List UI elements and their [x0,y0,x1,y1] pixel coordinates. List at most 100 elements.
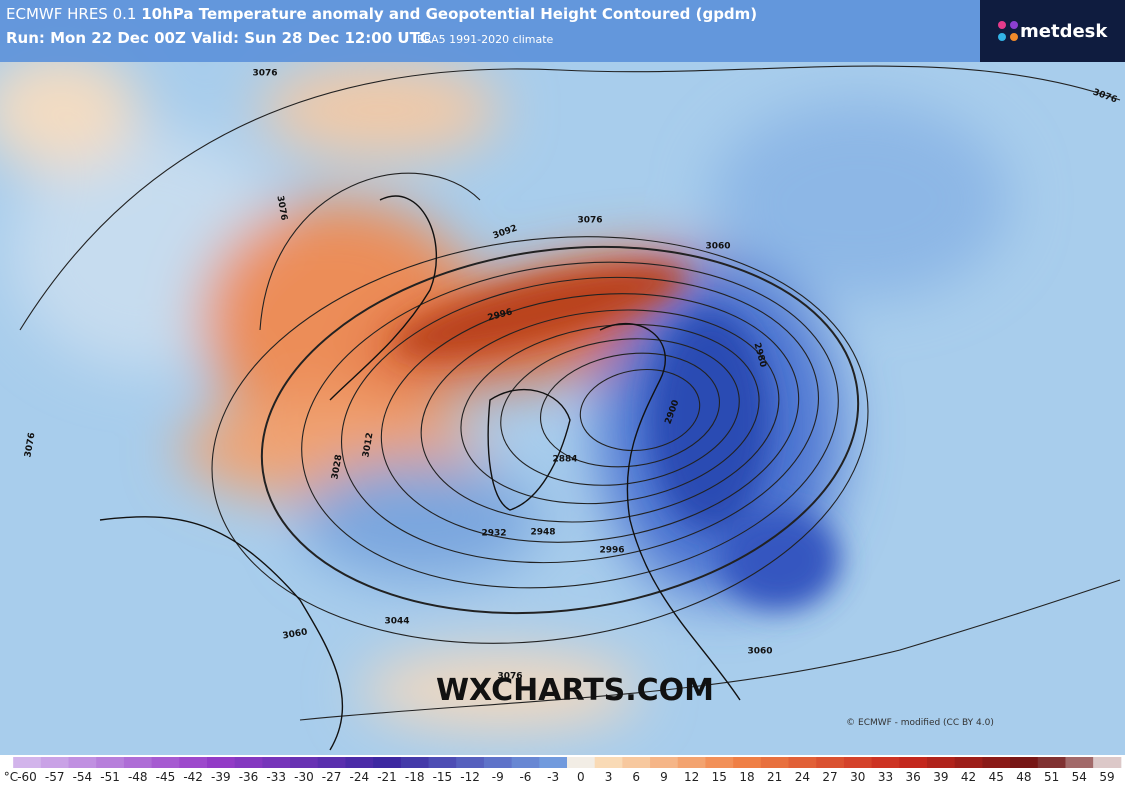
colorbar-swatch [483,757,513,768]
colorbar-tick-label: 33 [878,770,893,784]
colorbar-tick-label: -18 [405,770,425,784]
colorbar-swatch [594,757,623,768]
colorbar-swatch [816,757,845,768]
colorbar-tick-label: -54 [73,770,93,784]
watermark: WXCHARTS.COM [436,673,714,708]
colorbar-swatch [345,757,374,768]
colorbar-swatch [843,757,873,768]
contour-label: 3028 [330,454,344,480]
colorbar-swatch [123,757,153,768]
colorbar-tick-label: -21 [377,770,397,784]
colorbar-tick-label: -48 [128,770,148,784]
climate: ERA5 1991-2020 climate [417,33,554,46]
colorbar-swatch [262,757,291,768]
colorbar-swatch [733,757,762,768]
model: ECMWF HRES 0.1 [6,5,136,23]
header-title: ECMWF HRES 0.1 10hPa Temperature anomaly… [6,5,757,23]
colorbar-tick-label: 9 [660,770,668,784]
contour-label: 2996 [599,546,624,556]
colorbar-tick-label: -12 [460,770,480,784]
colorbar-tick-label: -39 [211,770,231,784]
contour-label: 2884 [552,455,577,465]
colorbar-tick-label: -30 [294,770,314,784]
colorbar-swatch [871,757,900,768]
header: ECMWF HRES 0.1 10hPa Temperature anomaly… [0,0,1125,62]
colorbar-tick-label: 51 [1044,770,1059,784]
contour-label: 3060 [747,647,772,657]
colorbar-swatch [567,757,596,768]
colorbar-swatch [760,757,790,768]
colorbar-tick-label: 12 [684,770,699,784]
colorbar-swatch [13,757,42,768]
colorbar-tick-label: 24 [795,770,810,784]
colorbar-swatch [511,757,540,768]
colorbar-tick-label: -36 [239,770,259,784]
contour-label: 3076 [497,672,522,682]
colorbar-swatch [1065,757,1094,768]
colorbar-tick-label: 21 [767,770,782,784]
contours [19,65,1121,721]
colorbar-swatch [982,757,1011,768]
colorbar-tick-label: 39 [933,770,948,784]
colorbar-swatch [899,757,928,768]
colorbar-tick-label: 0 [577,770,585,784]
colorbar-tick-label: 45 [989,770,1004,784]
map [0,0,1125,755]
contour-label: 3076 [577,216,602,226]
logo-icon [998,21,1018,41]
colorbar-swatch [40,757,70,768]
colorbar-swatch [539,757,568,768]
colorbar-tick-label: -57 [45,770,65,784]
colorbar-tick-label: -9 [492,770,504,784]
colorbar-tick-label: 30 [850,770,865,784]
colorbar-tick-label: -27 [322,770,342,784]
colorbar-tick-label: -60 [17,770,37,784]
contour-label: 3076 [274,195,288,221]
coastlines [99,195,741,751]
contour-label: 3060 [282,627,308,641]
colorbar-swatch [1037,757,1066,768]
colorbar-swatch [954,757,983,768]
colorbar-swatch [705,757,734,768]
logo: metdesk [1020,21,1108,42]
contour-label: 3060 [705,242,730,252]
colorbar-swatch [290,757,319,768]
colorbar-swatch [1010,757,1039,768]
colorbar-tick-label: 15 [712,770,727,784]
credit: © ECMWF - modified (CC BY 4.0) [846,718,994,728]
colorbar: °C -60 -57 -54 -51 -48 -45 -42 -39 -36 -33 -30 -27 -2… [0,755,1125,787]
colorbar-swatch [650,757,679,768]
colorbar-tick-label: 48 [1016,770,1031,784]
colorbar-tick-label: 42 [961,770,976,784]
colorbar-tick-label: -6 [519,770,531,784]
contour-label: 3012 [361,432,375,458]
colorbar-swatch [151,757,180,768]
contour-label: 3044 [384,617,409,627]
contour-label: 3076 [252,69,277,79]
colorbar-swatch [1093,757,1122,768]
colorbar-tick-label: -51 [100,770,120,784]
colorbar-swatch [234,757,263,768]
contour-label: 2948 [530,528,555,538]
colorbar-swatch [207,757,236,768]
colorbar-swatch [428,757,457,768]
colorbar-tick-label: 54 [1072,770,1087,784]
colorbar-swatch [927,757,956,768]
contour-label: 2932 [481,529,506,539]
colorbar-tick-label: 6 [632,770,640,784]
colorbar-swatch [677,757,706,768]
colorbar-tick-label: -45 [156,770,176,784]
run-info: Run: Mon 22 Dec 00Z Valid: Sun 28 Dec 12… [6,29,431,47]
colorbar-swatch [788,757,817,768]
colorbar-swatch [373,757,402,768]
colorbar-swatch [456,757,485,768]
colorbar-swatch [400,757,430,768]
title: 10hPa Temperature anomaly and Geopotenti… [141,5,757,23]
colorbar-tick-label: 27 [822,770,837,784]
colorbar-tick-label: -15 [433,770,453,784]
colorbar-tick-label: 36 [906,770,921,784]
colorbar-tick-label: -42 [183,770,203,784]
colorbar-tick-label: -24 [350,770,370,784]
colorbar-swatch [179,757,208,768]
